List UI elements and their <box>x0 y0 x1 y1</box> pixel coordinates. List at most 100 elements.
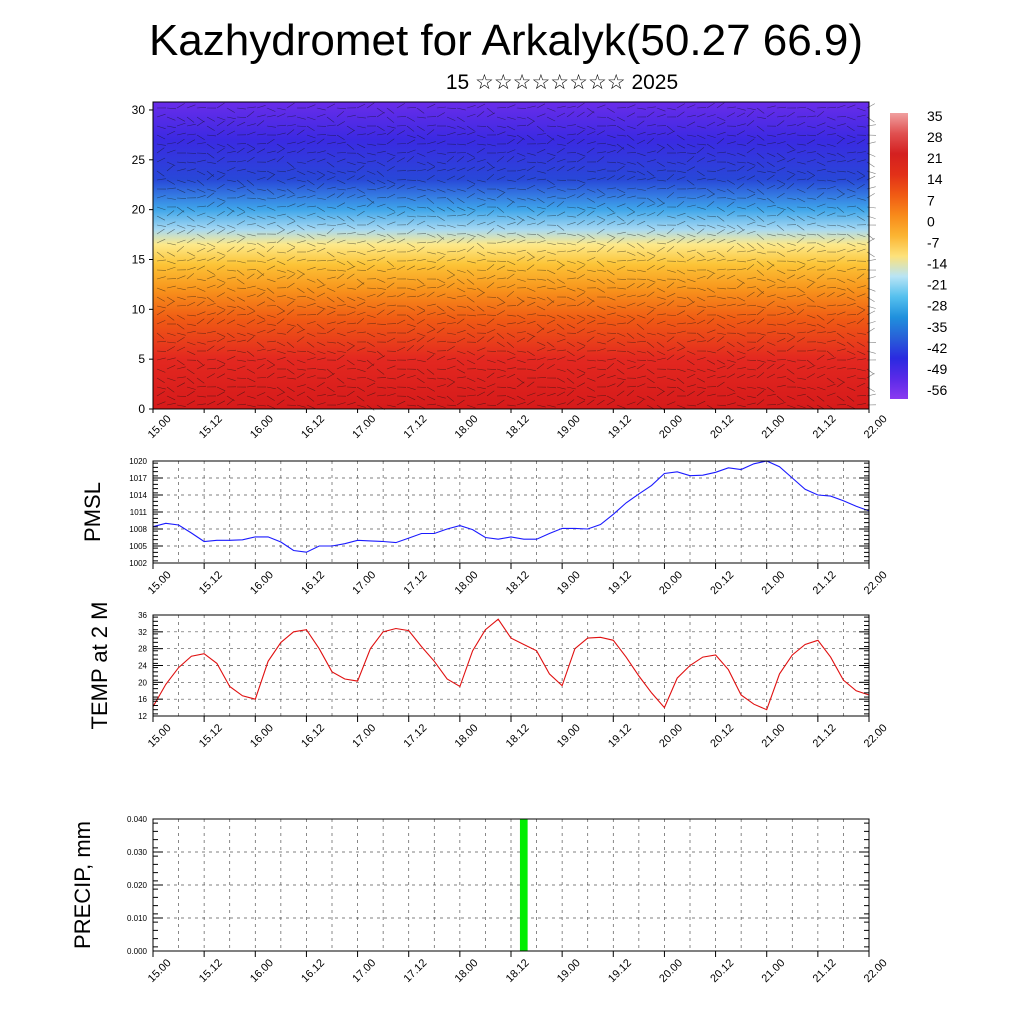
wind-barb <box>446 107 457 109</box>
wind-barb <box>826 152 836 156</box>
wind-barb <box>836 248 846 253</box>
wind-barb <box>346 402 356 406</box>
wind-barb <box>346 194 356 199</box>
wind-barb <box>246 336 255 343</box>
wind-barb <box>306 278 316 283</box>
wind-barb <box>166 130 176 136</box>
wind-barb <box>296 295 307 298</box>
wind-barb <box>186 168 196 172</box>
wind-barb <box>296 240 306 244</box>
wind-barb <box>236 211 246 217</box>
wind-barb <box>496 341 505 348</box>
wind-barb <box>386 310 395 316</box>
wind-barb <box>226 143 235 150</box>
wind-barb <box>756 345 765 352</box>
wind-barb <box>296 391 306 397</box>
wind-barb <box>446 151 457 154</box>
wind-barb <box>196 120 205 127</box>
wind-barb <box>246 242 256 245</box>
wind-barb <box>526 392 536 397</box>
wind-barb <box>316 305 326 310</box>
wind-barb <box>536 143 547 145</box>
wind-barb <box>166 365 176 370</box>
wind-barb <box>286 350 296 353</box>
wind-barb <box>846 116 856 121</box>
wind-barb <box>216 156 225 163</box>
wind-barb <box>406 314 415 321</box>
y-tick-label: 1011 <box>130 508 148 517</box>
wind-barb <box>636 269 646 273</box>
wind-barb <box>306 296 316 301</box>
wind-barb <box>326 170 336 175</box>
wind-barb <box>226 309 235 316</box>
wind-barb <box>846 386 856 391</box>
wind-barb <box>326 251 335 258</box>
wind-barb <box>426 328 436 334</box>
wind-barb <box>416 284 426 289</box>
wind-barb <box>656 390 665 397</box>
wind-barb <box>436 265 445 271</box>
wind-barb <box>706 121 716 127</box>
wind-barb <box>536 170 546 174</box>
wind-barb <box>276 391 286 397</box>
wind-barb <box>366 314 376 318</box>
chart-subtitle: 15 ☆☆☆☆☆☆☆☆ 2025 <box>445 71 679 94</box>
wind-barb <box>566 233 576 236</box>
wind-barb <box>756 125 765 132</box>
wind-barb <box>526 313 536 316</box>
wind-barb <box>786 359 796 363</box>
wind-barb <box>266 107 276 112</box>
wind-barb <box>276 305 285 312</box>
wind-barb <box>606 134 616 139</box>
wind-barb <box>306 179 315 186</box>
wind-barb <box>766 363 775 370</box>
wind-barb <box>176 168 186 172</box>
wind-barb <box>606 269 615 276</box>
wind-barb <box>836 160 846 163</box>
wind-barb <box>676 134 685 141</box>
wind-barb <box>686 239 696 244</box>
wind-barb <box>776 395 785 402</box>
wind-barb <box>496 151 506 154</box>
wind-barb <box>476 386 486 390</box>
wind-barb <box>376 111 385 118</box>
wind-barb <box>206 188 216 192</box>
wind-barb <box>276 188 286 192</box>
wind-barb <box>526 336 535 343</box>
wind-barb <box>616 390 625 397</box>
wind-barb <box>786 311 796 316</box>
wind-barb <box>446 175 456 181</box>
wind-barb <box>506 138 515 145</box>
wind-barb <box>186 116 195 123</box>
x-tick-label: 16.12 <box>299 569 327 597</box>
wind-barb <box>306 314 317 316</box>
wind-barb <box>776 106 787 109</box>
wind-barb <box>366 377 376 382</box>
wind-barb <box>466 157 476 163</box>
wind-barb <box>276 341 286 347</box>
wind-barb <box>746 188 756 194</box>
wind-barb <box>826 392 836 397</box>
x-tick-label: 17.00 <box>350 413 378 441</box>
wind-barb <box>316 268 326 271</box>
wind-barb <box>246 359 256 362</box>
wind-barb <box>686 179 695 186</box>
wind-barb <box>526 116 535 122</box>
wind-barb <box>736 350 746 355</box>
wind-barb <box>266 158 276 163</box>
wind-barb <box>826 383 836 388</box>
wind-barb <box>746 368 756 371</box>
wind-barb <box>766 284 776 289</box>
wind-barb <box>256 260 266 263</box>
wind-barb <box>686 204 696 208</box>
wind-barb <box>536 125 545 132</box>
wind-barb <box>456 156 465 163</box>
wind-barb <box>286 404 297 406</box>
wind-barb <box>706 329 716 334</box>
wind-barb <box>216 229 225 235</box>
wind-barb <box>486 390 495 397</box>
wind-barb <box>466 219 475 226</box>
wind-barb <box>576 314 586 319</box>
wind-barb <box>336 251 346 255</box>
wind-barb <box>756 332 766 336</box>
